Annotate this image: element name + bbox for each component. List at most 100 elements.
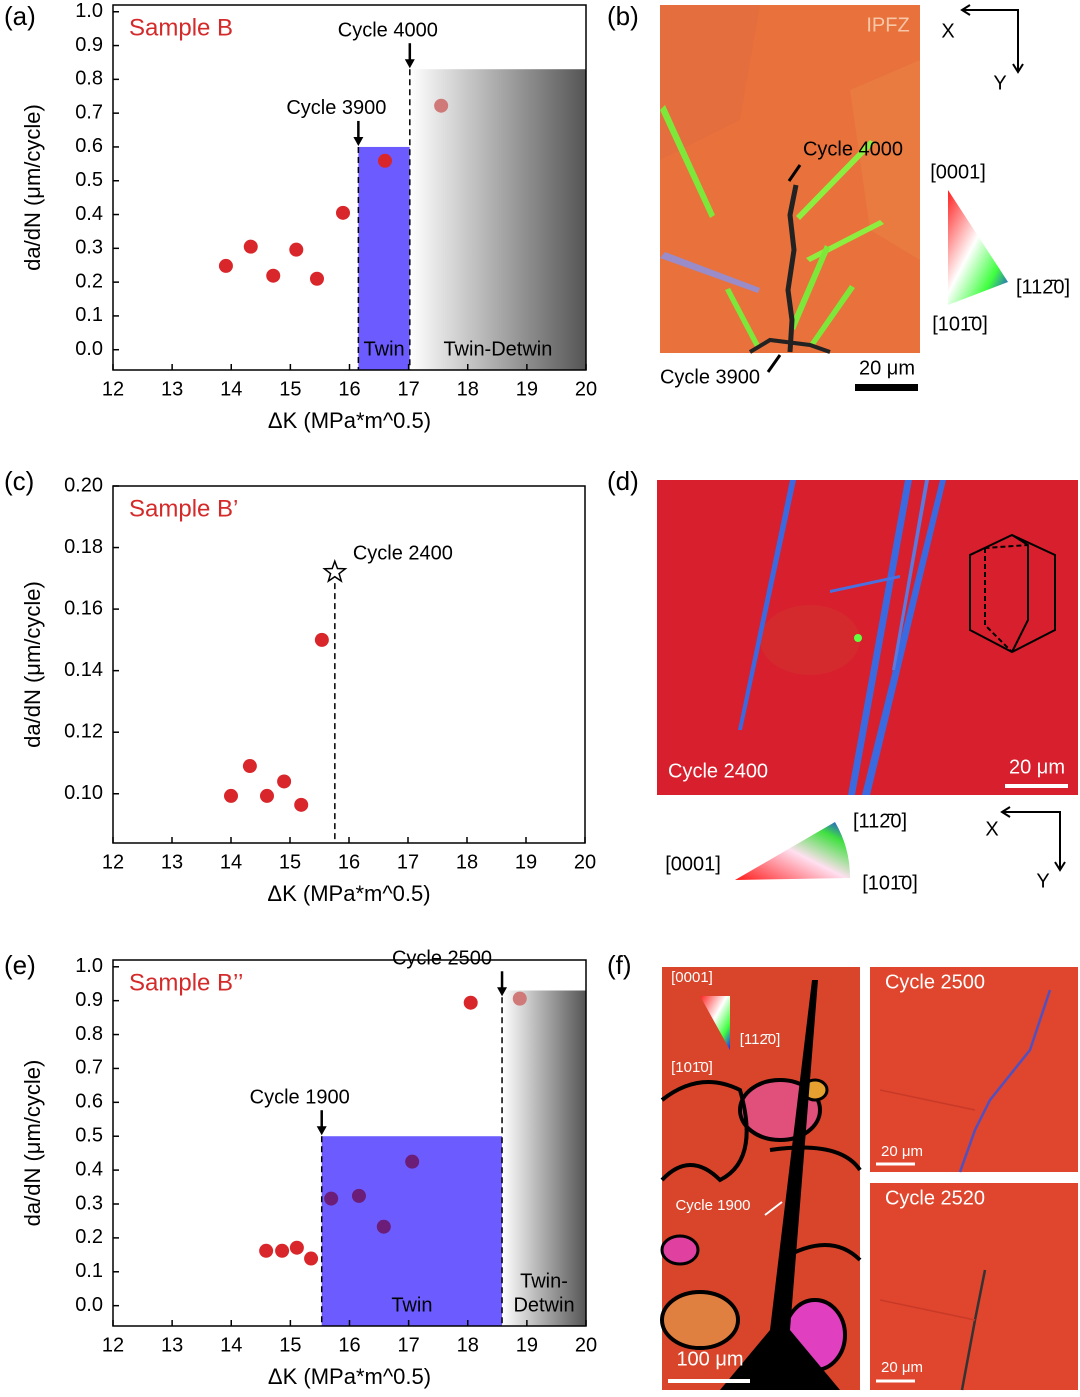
data-point bbox=[289, 242, 304, 257]
data-point bbox=[463, 995, 478, 1010]
y-tick-label: 0.8 bbox=[75, 1023, 103, 1045]
chart-annotation: Sample B bbox=[129, 14, 233, 41]
panel-label: (c) bbox=[4, 466, 34, 496]
micrograph-d bbox=[657, 480, 1078, 795]
axis-glyph-label: Y bbox=[1036, 870, 1049, 892]
region-label: Twin-Detwin bbox=[443, 338, 552, 360]
image-label: IPFZ bbox=[866, 14, 909, 36]
image-label: Cycle 2400 bbox=[668, 760, 768, 782]
y-axis-label: da/dN (μm/cycle) bbox=[20, 581, 45, 748]
marker-arrowhead bbox=[353, 136, 364, 146]
x-axis-label: ΔK (MPa*m^0.5) bbox=[268, 1364, 431, 1389]
x-tick-label: 14 bbox=[220, 1334, 242, 1356]
data-point bbox=[266, 268, 281, 283]
data-point bbox=[289, 1240, 304, 1255]
region-label: Twin bbox=[391, 1294, 432, 1316]
y-tick-label: 0.6 bbox=[75, 1091, 103, 1113]
y-tick-label: 0.9 bbox=[75, 989, 103, 1011]
scale-label: 100 μm bbox=[676, 1348, 743, 1370]
marker-arrowhead bbox=[404, 59, 415, 69]
scale-label: 20 μm bbox=[881, 1359, 923, 1376]
data-point bbox=[512, 991, 527, 1006]
marker-arrowhead bbox=[316, 1126, 327, 1136]
x-tick-label: 20 bbox=[575, 1334, 597, 1356]
data-point bbox=[376, 1219, 391, 1234]
y-tick-label: 0.18 bbox=[64, 536, 103, 558]
x-tick-label: 14 bbox=[220, 851, 242, 873]
axis-glyph-label: Y bbox=[993, 72, 1006, 94]
y-tick-label: 0.4 bbox=[75, 1158, 103, 1180]
x-tick-label: 12 bbox=[102, 378, 124, 400]
marker-label: Cycle 1900 bbox=[250, 1087, 350, 1109]
image-label: Cycle 2500 bbox=[885, 971, 985, 993]
axes-glyph bbox=[960, 4, 1024, 74]
annotation-arrow bbox=[766, 354, 782, 373]
y-tick-label: 0.16 bbox=[64, 597, 103, 619]
y-tick-label: 0.9 bbox=[75, 34, 103, 56]
x-tick-label: 17 bbox=[397, 851, 419, 873]
x-tick-label: 18 bbox=[457, 1334, 479, 1356]
x-tick-label: 17 bbox=[398, 1334, 420, 1356]
x-tick-label: 18 bbox=[457, 378, 479, 400]
annotation-arrow bbox=[787, 164, 802, 182]
x-tick-label: 12 bbox=[102, 851, 124, 873]
marker-arrowhead bbox=[497, 987, 508, 997]
data-point bbox=[224, 788, 238, 803]
key-label: [112̄0] bbox=[740, 1031, 781, 1048]
y-tick-label: 0.2 bbox=[75, 1226, 103, 1248]
x-axis-label: ΔK (MPa*m^0.5) bbox=[267, 881, 430, 906]
panel-label: (d) bbox=[607, 466, 639, 496]
panel-label: (f) bbox=[607, 950, 632, 980]
micrograph-f-bottom-right bbox=[870, 1183, 1078, 1391]
y-tick-label: 0.7 bbox=[75, 1057, 103, 1079]
x-axis-label: ΔK (MPa*m^0.5) bbox=[268, 408, 431, 433]
data-point bbox=[314, 632, 329, 647]
scale-label: 20 μm bbox=[859, 357, 915, 379]
key-label: [112̄0] bbox=[853, 810, 907, 832]
data-point bbox=[304, 1251, 319, 1266]
data-point bbox=[377, 153, 392, 168]
data-point bbox=[259, 788, 274, 803]
y-tick-label: 0.12 bbox=[64, 720, 103, 742]
region bbox=[358, 146, 410, 370]
x-tick-label: 15 bbox=[279, 378, 301, 400]
data-point bbox=[218, 258, 233, 273]
data-point bbox=[259, 1243, 274, 1258]
y-tick-label: 0.0 bbox=[75, 1294, 103, 1316]
key-label: [0001] bbox=[930, 161, 986, 183]
annotation-arrow bbox=[764, 1201, 783, 1216]
data-point bbox=[275, 1243, 290, 1258]
y-tick-label: 1.0 bbox=[75, 955, 103, 977]
color-key bbox=[948, 190, 1008, 305]
data-point bbox=[294, 797, 309, 812]
chart-annotation: Sample B’’ bbox=[129, 969, 243, 996]
y-tick-label: 0.3 bbox=[75, 1192, 103, 1214]
data-point bbox=[309, 271, 324, 286]
panel-label: (b) bbox=[607, 1, 639, 31]
region bbox=[502, 990, 586, 1326]
data-point bbox=[243, 239, 258, 254]
image-annotation: Cycle 4000 bbox=[803, 138, 903, 160]
y-tick-label: 0.4 bbox=[75, 203, 103, 225]
data-point bbox=[335, 205, 350, 220]
x-tick-label: 17 bbox=[398, 378, 420, 400]
key-label: [101̄0] bbox=[932, 313, 988, 335]
data-point bbox=[405, 1154, 420, 1169]
y-tick-label: 1.0 bbox=[75, 0, 103, 22]
scale-label: 20 μm bbox=[881, 1143, 923, 1160]
x-tick-label: 13 bbox=[161, 378, 183, 400]
x-tick-label: 19 bbox=[515, 851, 537, 873]
marker-label: Cycle 4000 bbox=[338, 19, 438, 41]
image-annotation: Cycle 1900 bbox=[675, 1197, 750, 1214]
y-tick-label: 0.5 bbox=[75, 169, 103, 191]
data-point bbox=[434, 98, 449, 113]
x-tick-label: 14 bbox=[220, 378, 242, 400]
scale-label: 20 μm bbox=[1009, 756, 1065, 778]
x-tick-label: 15 bbox=[279, 851, 301, 873]
y-tick-label: 0.2 bbox=[75, 270, 103, 292]
key-label: [0001] bbox=[671, 969, 713, 986]
region-label: Twin- bbox=[520, 1270, 568, 1292]
scale-bar bbox=[855, 384, 918, 391]
image-annotation: Cycle 3900 bbox=[660, 366, 760, 388]
